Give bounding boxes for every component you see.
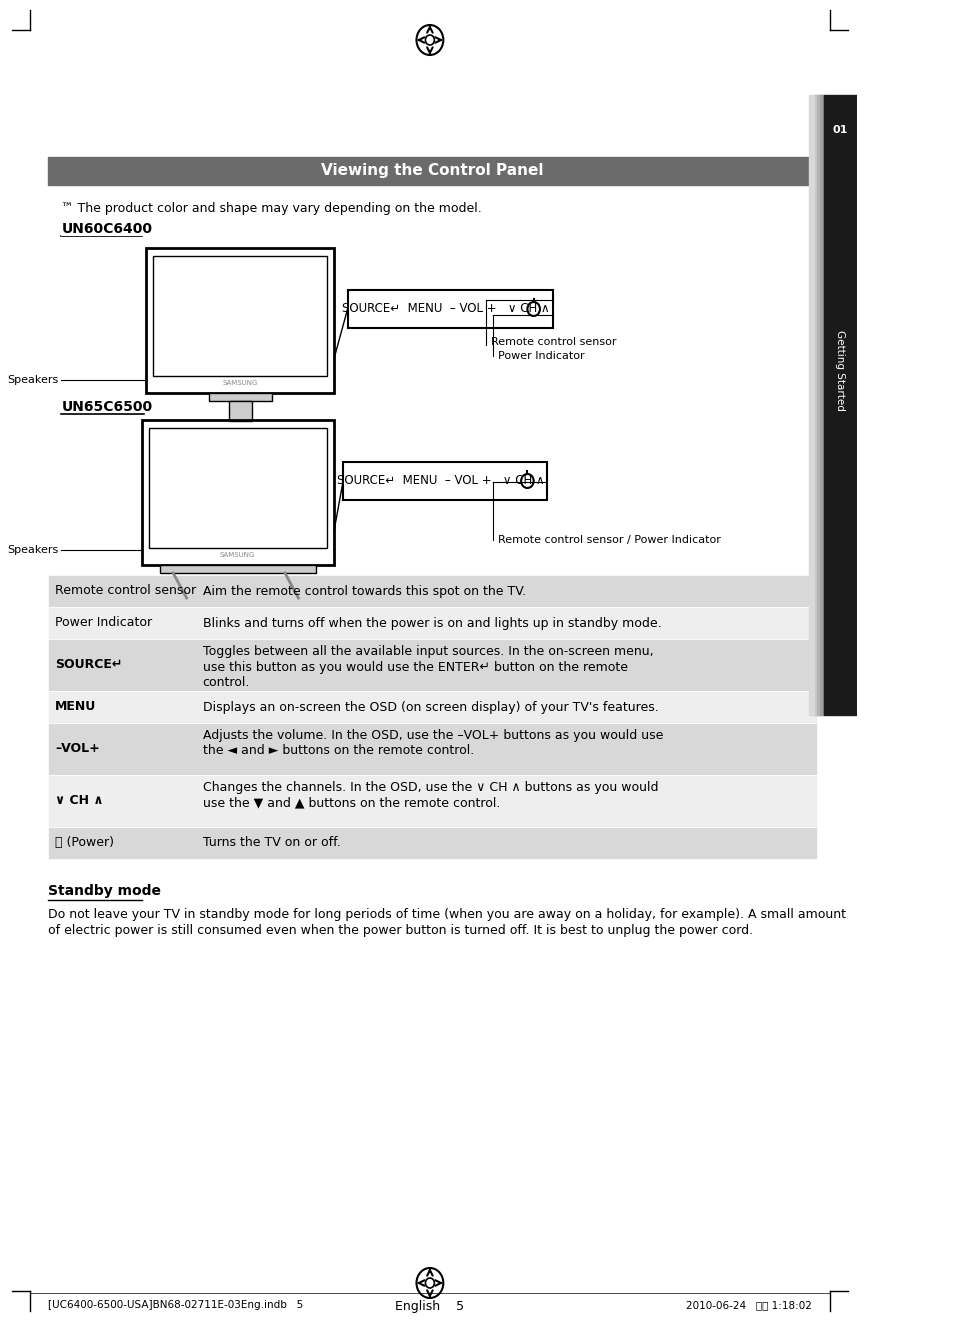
Text: Standby mode: Standby mode bbox=[48, 884, 161, 898]
Bar bbox=[229, 402, 252, 421]
Bar bbox=[814, 95, 819, 715]
Text: use the ▼ and ▲ buttons on the remote control.: use the ▼ and ▲ buttons on the remote co… bbox=[202, 797, 499, 810]
Text: Remote control sensor / Power Indicator: Remote control sensor / Power Indicator bbox=[497, 535, 720, 546]
Bar bbox=[817, 95, 821, 715]
Text: SOURCE↵: SOURCE↵ bbox=[55, 658, 122, 671]
Text: Speakers: Speakers bbox=[8, 375, 58, 384]
Bar bbox=[48, 775, 817, 827]
Bar bbox=[159, 565, 316, 573]
Text: of electric power is still consumed even when the power button is turned off. It: of electric power is still consumed even… bbox=[48, 923, 752, 937]
Text: UN65C6500: UN65C6500 bbox=[61, 400, 152, 413]
Text: control.: control. bbox=[202, 676, 250, 690]
Bar bbox=[146, 248, 334, 394]
Text: UN60C6400: UN60C6400 bbox=[61, 222, 152, 236]
Text: Getting Started: Getting Started bbox=[835, 329, 844, 411]
Bar bbox=[149, 428, 327, 548]
Text: MENU: MENU bbox=[55, 700, 96, 713]
Text: Aim the remote control towards this spot on the TV.: Aim the remote control towards this spot… bbox=[202, 584, 525, 597]
Bar bbox=[209, 394, 272, 402]
Text: use this button as you would use the ENTER↵ button on the remote: use this button as you would use the ENT… bbox=[202, 660, 627, 674]
Bar bbox=[811, 95, 816, 715]
Text: 2010-06-24   오후 1:18:02: 2010-06-24 오후 1:18:02 bbox=[685, 1300, 811, 1310]
Text: Speakers: Speakers bbox=[8, 546, 58, 555]
Text: SOURCE↵  MENU  – VOL +   ∨ CH ∧: SOURCE↵ MENU – VOL + ∨ CH ∧ bbox=[342, 303, 549, 316]
Bar bbox=[48, 827, 817, 859]
Text: SAMSUNG: SAMSUNG bbox=[219, 552, 255, 557]
Bar bbox=[48, 723, 817, 775]
Text: –VOL+: –VOL+ bbox=[55, 742, 100, 756]
Bar bbox=[153, 256, 327, 376]
Text: Changes the channels. In the OSD, use the ∨ CH ∧ buttons as you would: Changes the channels. In the OSD, use th… bbox=[202, 781, 658, 794]
Bar bbox=[48, 608, 817, 639]
Bar bbox=[48, 157, 817, 185]
Text: Power Indicator: Power Indicator bbox=[55, 617, 152, 630]
Text: Turns the TV on or off.: Turns the TV on or off. bbox=[202, 836, 340, 849]
Text: Displays an on-screen the OSD (on screen display) of your TV's features.: Displays an on-screen the OSD (on screen… bbox=[202, 700, 658, 713]
Text: SOURCE↵  MENU  – VOL +   ∨ CH ∧: SOURCE↵ MENU – VOL + ∨ CH ∧ bbox=[336, 474, 544, 487]
Text: Blinks and turns off when the power is on and lights up in standby mode.: Blinks and turns off when the power is o… bbox=[202, 617, 660, 630]
Bar bbox=[347, 291, 553, 328]
Text: Do not leave your TV in standby mode for long periods of time (when you are away: Do not leave your TV in standby mode for… bbox=[48, 908, 845, 921]
Bar bbox=[48, 691, 817, 723]
Text: ∨ CH ∧: ∨ CH ∧ bbox=[55, 794, 104, 807]
Bar bbox=[48, 575, 817, 608]
Text: Power Indicator: Power Indicator bbox=[497, 351, 584, 361]
Text: the ◄ and ► buttons on the remote control.: the ◄ and ► buttons on the remote contro… bbox=[202, 745, 474, 757]
Bar bbox=[808, 95, 813, 715]
Bar bbox=[819, 95, 823, 715]
Text: Viewing the Control Panel: Viewing the Control Panel bbox=[321, 164, 543, 178]
Text: SAMSUNG: SAMSUNG bbox=[222, 380, 257, 386]
Bar bbox=[48, 639, 817, 691]
Text: Remote control sensor: Remote control sensor bbox=[55, 584, 196, 597]
Text: ™ The product color and shape may vary depending on the model.: ™ The product color and shape may vary d… bbox=[61, 202, 481, 215]
Text: English    5: English 5 bbox=[395, 1300, 464, 1313]
Text: Remote control sensor: Remote control sensor bbox=[490, 337, 616, 347]
Text: [UC6400-6500-USA]BN68-02711E-03Eng.indb   5: [UC6400-6500-USA]BN68-02711E-03Eng.indb … bbox=[48, 1300, 303, 1310]
Bar bbox=[343, 462, 546, 501]
Text: 01: 01 bbox=[832, 125, 847, 135]
Bar bbox=[142, 420, 334, 565]
Bar bbox=[823, 95, 856, 715]
Text: Toggles between all the available input sources. In the on-screen menu,: Toggles between all the available input … bbox=[202, 645, 653, 658]
Text: Adjusts the volume. In the OSD, use the –VOL+ buttons as you would use: Adjusts the volume. In the OSD, use the … bbox=[202, 728, 662, 741]
Text: ⏻ (Power): ⏻ (Power) bbox=[55, 836, 114, 849]
